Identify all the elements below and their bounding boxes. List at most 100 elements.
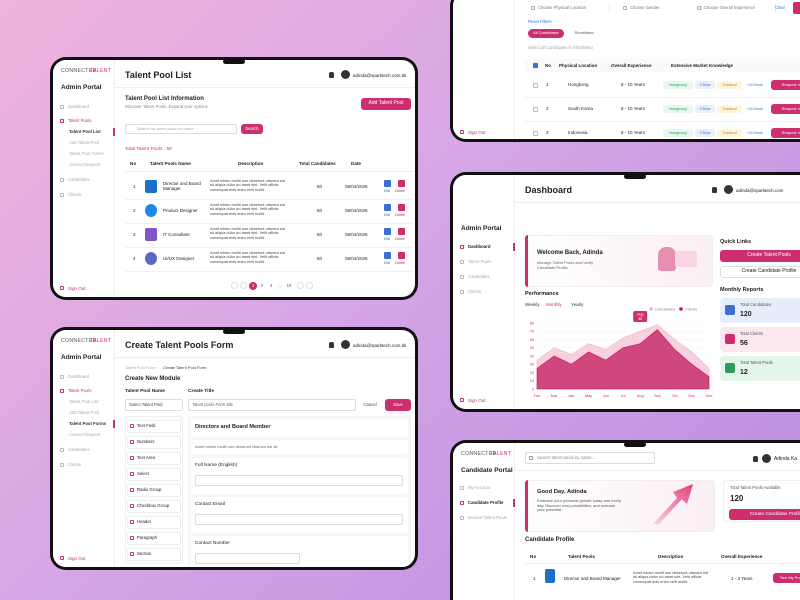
quick-link-primary[interactable]: Create Talent Pools (720, 250, 800, 262)
nav-item[interactable]: Candidate Profile (468, 500, 504, 505)
create-profile-button[interactable]: Create Candidate Profile (729, 509, 800, 520)
add-button[interactable]: Add Talent Pool (361, 98, 411, 110)
nav-item[interactable]: Add Talent Pool (69, 140, 100, 145)
filter-button[interactable] (793, 2, 800, 14)
tab-active[interactable]: All Candidates (528, 29, 564, 38)
nav-item[interactable]: Talent Pool Forms (69, 151, 104, 156)
page-button[interactable]: ... (278, 282, 282, 288)
reset-filters[interactable]: Reset Filters (528, 19, 552, 24)
search-button[interactable]: Search (241, 124, 263, 134)
tag[interactable]: +10 More (744, 129, 766, 137)
filter[interactable]: Choose Overall Experience (704, 5, 755, 10)
sign-out[interactable]: Sign Out (468, 398, 486, 403)
tag[interactable]: Hongkong (663, 129, 693, 137)
delete-icon[interactable] (398, 252, 405, 259)
nav-item[interactable]: Clients (468, 289, 482, 294)
page-button[interactable]: 1 (249, 282, 257, 290)
nav-item[interactable]: Clients (68, 462, 82, 467)
sign-out[interactable]: Sign Out (468, 130, 486, 135)
row-check[interactable] (533, 83, 538, 88)
field-item[interactable] (127, 548, 181, 561)
nav-item[interactable]: Talent Pools (68, 118, 92, 123)
page-first[interactable] (231, 282, 238, 289)
delete-icon[interactable] (398, 180, 405, 187)
nav-item[interactable]: Clients (68, 192, 82, 197)
edit-label[interactable]: Edit (384, 213, 391, 217)
title-input[interactable] (188, 399, 356, 411)
field-item[interactable] (127, 484, 181, 497)
field-item[interactable] (127, 516, 181, 529)
delete-icon[interactable] (398, 204, 405, 211)
tab[interactable]: Shortlisted (574, 30, 594, 36)
edit-icon[interactable] (384, 228, 391, 235)
field-item[interactable] (127, 452, 181, 465)
page-next[interactable] (297, 282, 304, 289)
delete-label[interactable]: Delete (395, 213, 406, 217)
request-button[interactable]: Request Info (771, 128, 800, 138)
delete-label[interactable]: Delete (395, 189, 406, 193)
page-prev[interactable] (240, 282, 247, 289)
nav-item[interactable]: Talent Pools (468, 259, 492, 264)
tag[interactable]: China (695, 129, 715, 137)
period-tab[interactable]: Weekly (525, 302, 540, 307)
page-button[interactable]: 3 (269, 282, 273, 288)
field-item[interactable] (127, 420, 181, 433)
cancel-button[interactable]: Cancel (363, 401, 377, 407)
tag[interactable]: China (695, 81, 715, 89)
tag[interactable]: China (695, 105, 715, 113)
edit-label[interactable]: Edit (384, 261, 391, 265)
page-button[interactable]: 2 (260, 282, 264, 288)
page-button[interactable]: 10 (286, 282, 292, 288)
request-button[interactable]: Request Info (771, 104, 800, 114)
nav-item[interactable]: Dashboard (468, 244, 491, 249)
field-item[interactable] (127, 500, 181, 513)
nav-item[interactable]: Browse Talent Pools (468, 515, 507, 520)
edit-label[interactable]: Edit (384, 237, 391, 241)
see-profile-button[interactable]: See My Profile (773, 573, 800, 583)
field-item[interactable] (127, 468, 181, 481)
page-last[interactable] (306, 282, 313, 289)
nav-item[interactable]: My Account (468, 485, 491, 490)
filter[interactable]: Choose Physical Location (538, 5, 587, 10)
delete-label[interactable]: Delete (395, 237, 406, 241)
nav-item[interactable]: Candidates (68, 447, 90, 452)
delete-label[interactable]: Delete (395, 261, 406, 265)
edit-icon[interactable] (384, 180, 391, 187)
edit-label[interactable]: Edit (384, 189, 391, 193)
tag[interactable]: Thailand (717, 105, 742, 113)
nav-item[interactable]: Candidates (468, 274, 490, 279)
sign-out[interactable]: Sign Out (68, 286, 86, 291)
search-bar[interactable] (525, 452, 655, 464)
field-item[interactable] (127, 436, 181, 449)
request-button[interactable]: Request Info (771, 80, 800, 90)
delete-icon[interactable] (398, 228, 405, 235)
tag[interactable]: +10 More (744, 105, 766, 113)
edit-icon[interactable] (384, 252, 391, 259)
tag[interactable]: Hongkong (663, 81, 693, 89)
tag[interactable]: Thailand (717, 81, 742, 89)
nav-item[interactable]: Talent Pool Forms (69, 421, 107, 426)
period-tab[interactable]: Monthly (546, 302, 562, 307)
breadcrumb[interactable]: Talent Pool Form (125, 365, 156, 370)
nav-item[interactable]: Talent Pool List (69, 399, 99, 404)
nav-item[interactable]: Add Talent Pool (69, 410, 100, 415)
nav-item[interactable]: Talent Pools (68, 388, 92, 393)
sign-out[interactable]: Sign Out (68, 556, 86, 561)
nav-item[interactable]: Dashboard (68, 104, 90, 109)
clear-filter[interactable]: Clear (775, 5, 786, 10)
tag[interactable]: +10 More (744, 81, 766, 89)
pool-select[interactable] (125, 399, 183, 411)
nav-item[interactable]: Access Request (69, 162, 101, 167)
tag[interactable]: Thailand (717, 129, 742, 137)
nav-item[interactable]: Candidates (68, 177, 90, 182)
filter[interactable]: Choose Gender (630, 5, 660, 10)
save-button[interactable]: Save (385, 399, 411, 411)
nav-item[interactable]: Access Request (69, 432, 101, 437)
nav-item[interactable]: Talent Pool List (69, 129, 101, 134)
period-tab[interactable]: Yearly (571, 302, 584, 307)
field-item[interactable] (127, 532, 181, 545)
row-check[interactable] (533, 131, 538, 136)
nav-item[interactable]: Dashboard (68, 374, 90, 379)
row-check[interactable] (533, 107, 538, 112)
tag[interactable]: Hongkong (663, 105, 693, 113)
